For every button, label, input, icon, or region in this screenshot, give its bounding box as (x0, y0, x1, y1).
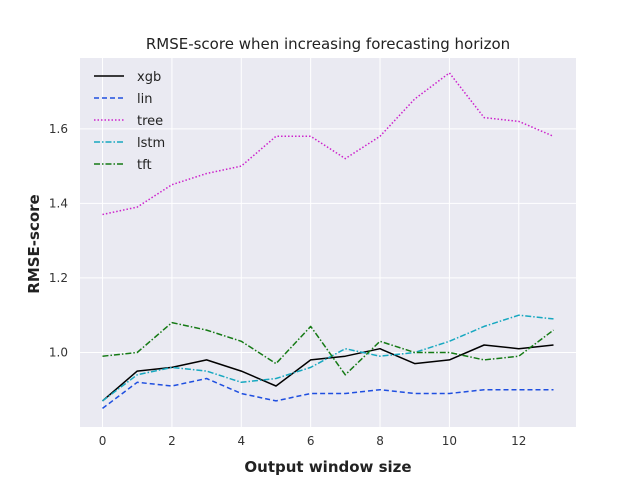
y-axis-label: RMSE-score (25, 194, 43, 293)
legend-label-xgb: xgb (137, 70, 161, 85)
x-tick-labels: 0 2 4 6 8 10 12 (99, 434, 527, 448)
y-tick-label: 1.6 (49, 122, 68, 136)
y-tick-label: 1.4 (49, 196, 68, 210)
grid-lines (80, 58, 576, 427)
x-tick-label: 8 (376, 434, 384, 448)
series-line-tft (102, 321, 554, 376)
series-line-tree (102, 72, 554, 216)
series-line-lin (102, 377, 554, 409)
legend[interactable]: xgb lin tree lstm tft (94, 70, 165, 173)
x-tick-label: 10 (442, 434, 457, 448)
x-tick-label: 2 (168, 434, 176, 448)
series-lines (102, 72, 554, 409)
legend-label-tree: tree (137, 114, 163, 129)
plot-area (80, 58, 576, 427)
series-line-lstm (102, 314, 554, 402)
chart-title: RMSE-score when increasing forecasting h… (146, 35, 510, 53)
legend-label-lin: lin (137, 92, 152, 107)
x-tick-label: 4 (237, 434, 245, 448)
x-tick-label: 12 (511, 434, 526, 448)
x-tick-label: 0 (99, 434, 107, 448)
x-tick-label: 6 (307, 434, 315, 448)
legend-label-tft: tft (137, 158, 152, 173)
x-axis-label: Output window size (244, 458, 411, 476)
legend-label-lstm: lstm (137, 136, 165, 151)
y-tick-labels: 1.0 1.2 1.4 1.6 (49, 122, 68, 360)
y-tick-label: 1.2 (49, 271, 68, 285)
series-line-xgb (102, 344, 554, 402)
y-tick-label: 1.0 (49, 345, 68, 359)
